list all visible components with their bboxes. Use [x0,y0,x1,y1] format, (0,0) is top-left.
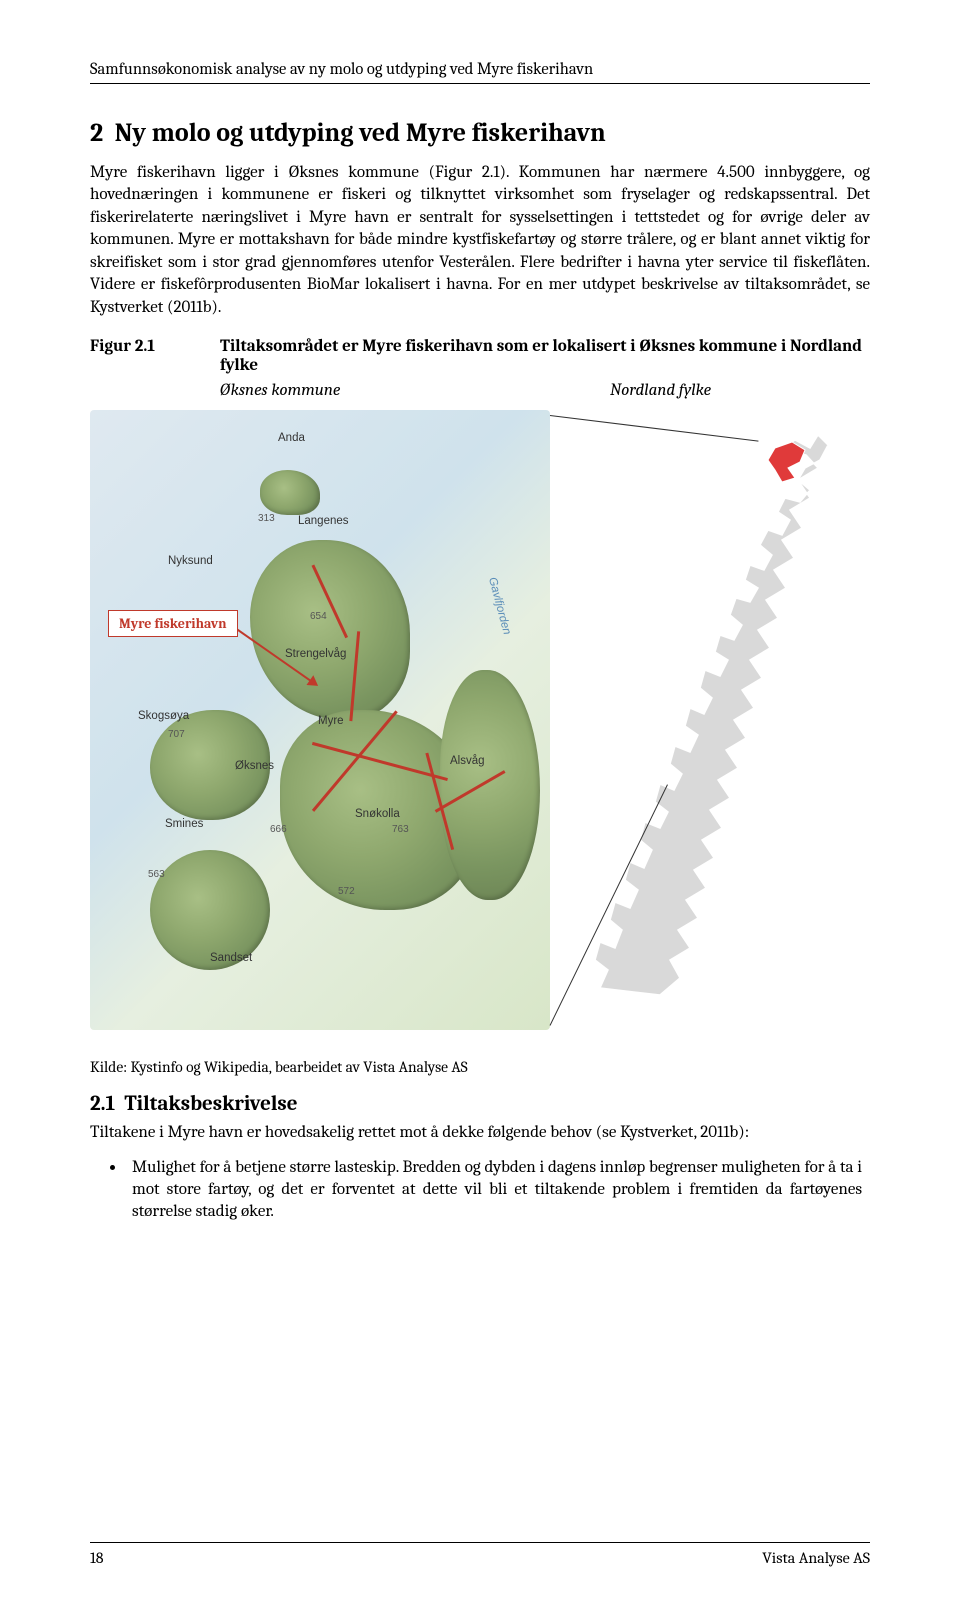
figure-heading: Figur 2.1 Tiltaksområdet er Myre fiskeri… [90,337,870,375]
place-nyksund: Nyksund [168,555,213,567]
place-strengelvag: Strengelvåg [285,648,346,660]
map-callout-label: Myre fiskerihavn [108,610,238,637]
place-langenes: Langenes [298,515,349,527]
figure-subcaptions: Øksnes kommune Nordland fylke [90,381,870,400]
label-gavlfjorden: Gavlfjorden [486,576,513,636]
paragraph-intro: Myre fiskerihavn ligger i Øksnes kommune… [90,162,870,319]
subsection-heading: 2.1 Tiltaksbeskrivelse [90,1092,870,1116]
figure-source: Kilde: Kystinfo og Wikipedia, bearbeidet… [90,1058,870,1076]
place-skogsoya: Skogsøya [138,710,189,722]
bullet-item: Mulighet for å betjene større lasteskip.… [126,1157,870,1224]
place-sandset: Sandset [210,952,252,964]
footer-company: Vista Analyse AS [762,1549,870,1567]
figure-title: Tiltaksområdet er Myre fiskerihavn som e… [220,337,862,375]
subcap-right: Nordland fylke [610,381,870,400]
page-footer: 18 Vista Analyse AS [90,1542,870,1567]
place-anda: Anda [278,432,305,444]
page-number: 18 [90,1549,104,1567]
subsection-number: 2.1 [90,1092,115,1116]
paragraph-subsection: Tiltakene i Myre havn er hovedsakelig re… [90,1122,870,1144]
section-title: Ny molo og utdyping ved Myre fiskerihavn [115,118,606,148]
elev-313: 313 [258,512,275,524]
bullet-list: Mulighet for å betjene større lasteskip.… [126,1157,870,1224]
section-number: 2 [90,118,103,148]
running-header: Samfunnsøkonomisk analyse av ny molo og … [90,60,870,84]
elev-763: 763 [392,823,409,835]
place-snokolla: Snøkolla [355,808,400,820]
place-oksnes: Øksnes [235,760,274,772]
place-smines: Smines [165,818,203,830]
map-oksnes: Myre fiskerihavn Anda Langenes 313 Nyksu… [90,410,550,1030]
place-myre: Myre [318,715,344,727]
subsection-title: Tiltaksbeskrivelse [124,1092,297,1116]
place-alsvag: Alsvåg [450,755,485,767]
elev-563: 563 [148,868,165,880]
elev-666: 666 [270,823,287,835]
figure-map-area: Myre fiskerihavn Anda Langenes 313 Nyksu… [90,410,870,1040]
elev-707: 707 [168,728,185,740]
elev-654: 654 [310,610,327,622]
subcap-left: Øksnes kommune [220,381,610,400]
figure-label: Figur 2.1 [90,337,220,356]
section-heading: 2 Ny molo og utdyping ved Myre fiskeriha… [90,118,870,148]
elev-572: 572 [338,885,355,897]
